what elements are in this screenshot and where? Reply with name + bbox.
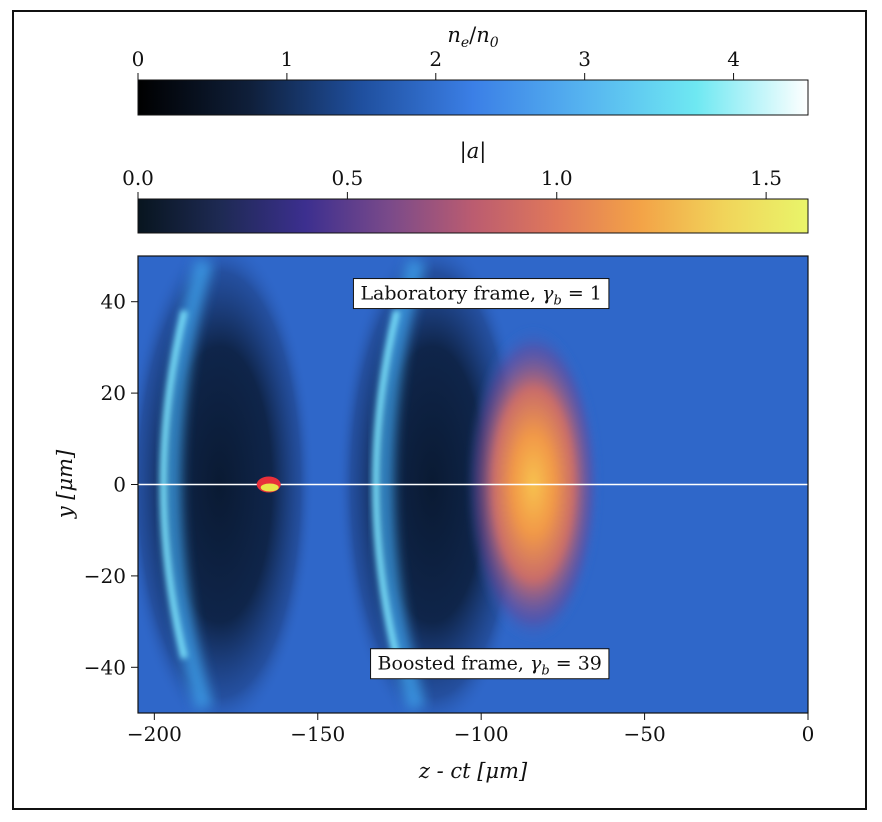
lab-frame-annotation: Laboratory frame, γb = 1 <box>352 278 610 310</box>
amplitude-colorbar-label: |a| <box>460 139 487 164</box>
x-axis-tick-label: −200 <box>127 722 182 746</box>
y-axis-tick-label: 20 <box>101 381 126 405</box>
amplitude-colorbar-tick-label: 1.0 <box>541 166 573 190</box>
y-axis-tick-label: −40 <box>84 655 126 679</box>
density-colorbar-tick-label: 0 <box>132 47 145 71</box>
svg-text:Boosted frame, γb = 39: Boosted frame, γb = 39 <box>378 653 602 679</box>
density-colorbar-tick-label: 4 <box>727 47 740 71</box>
x-axis-label: z - ct [μm] <box>418 759 528 783</box>
amplitude-colorbar-gradient <box>137 198 809 234</box>
electron-bunch-core <box>260 483 279 492</box>
x-axis-tick-label: −150 <box>290 722 345 746</box>
boosted-frame-annotation: Boosted frame, γb = 39 <box>370 648 610 680</box>
amplitude-colorbar-tick-label: 1.5 <box>750 166 782 190</box>
y-axis-tick-label: 0 <box>113 473 126 497</box>
density-colorbar-gradient <box>137 79 809 116</box>
y-axis-tick-label: 40 <box>101 290 126 314</box>
density-colorbar: ne/n0 0 1 2 3 4 <box>132 23 809 116</box>
density-colorbar-tick-label: 1 <box>281 47 294 71</box>
annotation-box <box>352 278 610 310</box>
density-colorbar-tick-label: 3 <box>578 47 591 71</box>
x-axis-tick-label: −100 <box>454 722 509 746</box>
y-axis-tick-label: −20 <box>84 564 126 588</box>
density-colorbar-tick-label: 2 <box>429 47 442 71</box>
y-axis-label: y [μm] <box>53 449 77 519</box>
svg-text:Laboratory frame, γb = 1: Laboratory frame, γb = 1 <box>360 283 601 309</box>
x-axis-tick-label: −50 <box>623 722 665 746</box>
amplitude-colorbar: |a| 0.0 0.5 1.0 1.5 <box>122 139 809 234</box>
amplitude-colorbar-tick-label: 0.5 <box>331 166 363 190</box>
annotation-box <box>370 648 610 680</box>
density-colorbar-label: ne/n0 <box>447 23 498 51</box>
amplitude-colorbar-tick-label: 0.0 <box>122 166 154 190</box>
x-axis-tick-label: 0 <box>802 722 815 746</box>
